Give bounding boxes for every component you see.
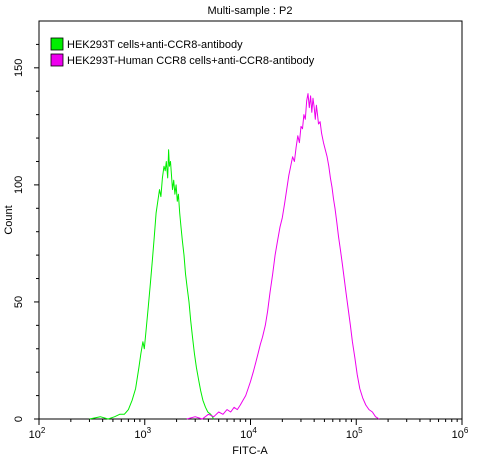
x-tick-label-3: 103 [134, 426, 151, 441]
x-tick-label-4: 104 [240, 426, 257, 441]
y-tick-label-100: 100 [13, 176, 25, 194]
y-tick-label-50: 50 [13, 296, 25, 308]
legend-swatch-green [50, 37, 64, 51]
x-tick-label-2: 102 [29, 426, 46, 441]
series-line-0 [89, 149, 215, 420]
chart-title: Multi-sample : P2 [208, 5, 293, 17]
x-axis: 102 103 104 105 106 [29, 419, 469, 441]
y-tick-label-0: 0 [13, 416, 25, 422]
series-layer [89, 93, 380, 420]
y-tick-label-150: 150 [13, 59, 25, 77]
series-line-1 [186, 93, 380, 420]
x-tick-label-6: 106 [452, 426, 469, 441]
plot-frame [38, 20, 463, 420]
x-axis-label: FITC-A [232, 445, 268, 457]
legend-swatch-magenta [50, 53, 64, 67]
legend-label-green: HEK293T cells+anti-CCR8-antibody [67, 39, 243, 51]
y-axis: 0 50 100 150 [13, 43, 39, 422]
legend: HEK293T cells+anti-CCR8-antibody HEK293T… [50, 37, 315, 67]
x-tick-label-5: 105 [346, 426, 363, 441]
y-axis-label: Count [3, 205, 15, 234]
legend-label-magenta: HEK293T-Human CCR8 cells+anti-CCR8-antib… [67, 55, 315, 67]
